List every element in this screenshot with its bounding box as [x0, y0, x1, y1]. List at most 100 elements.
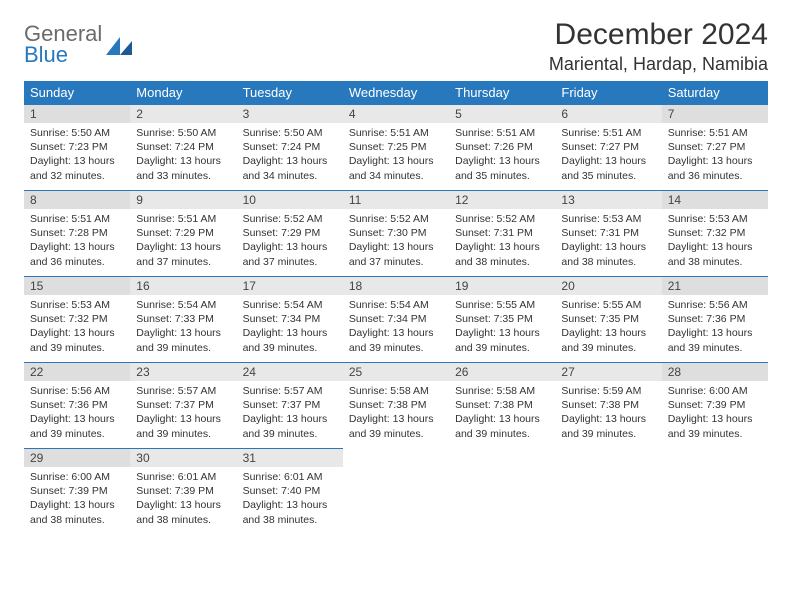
day-number: 30 [130, 449, 236, 467]
day-details: Sunrise: 5:51 AMSunset: 7:25 PMDaylight:… [343, 123, 449, 189]
day-details: Sunrise: 5:57 AMSunset: 7:37 PMDaylight:… [237, 381, 343, 447]
day-header: Friday [555, 81, 661, 105]
day-cell: 5Sunrise: 5:51 AMSunset: 7:26 PMDaylight… [449, 105, 555, 191]
day-details: Sunrise: 5:54 AMSunset: 7:34 PMDaylight:… [343, 295, 449, 361]
day-number: 9 [130, 191, 236, 209]
day-details: Sunrise: 5:58 AMSunset: 7:38 PMDaylight:… [343, 381, 449, 447]
day-number: 15 [24, 277, 130, 295]
day-header: Thursday [449, 81, 555, 105]
day-details: Sunrise: 5:52 AMSunset: 7:29 PMDaylight:… [237, 209, 343, 275]
day-number: 8 [24, 191, 130, 209]
day-number: 24 [237, 363, 343, 381]
day-cell: 13Sunrise: 5:53 AMSunset: 7:31 PMDayligh… [555, 191, 661, 277]
day-cell: 17Sunrise: 5:54 AMSunset: 7:34 PMDayligh… [237, 277, 343, 363]
day-details: Sunrise: 6:00 AMSunset: 7:39 PMDaylight:… [24, 467, 130, 533]
day-number: 22 [24, 363, 130, 381]
day-cell: 11Sunrise: 5:52 AMSunset: 7:30 PMDayligh… [343, 191, 449, 277]
day-cell: 27Sunrise: 5:59 AMSunset: 7:38 PMDayligh… [555, 363, 661, 449]
day-cell: 8Sunrise: 5:51 AMSunset: 7:28 PMDaylight… [24, 191, 130, 277]
day-details: Sunrise: 5:51 AMSunset: 7:28 PMDaylight:… [24, 209, 130, 275]
day-number: 5 [449, 105, 555, 123]
title-block: December 2024 Mariental, Hardap, Namibia [549, 18, 768, 75]
day-cell: 4Sunrise: 5:51 AMSunset: 7:25 PMDaylight… [343, 105, 449, 191]
day-number: 2 [130, 105, 236, 123]
day-details: Sunrise: 5:59 AMSunset: 7:38 PMDaylight:… [555, 381, 661, 447]
day-details: Sunrise: 5:57 AMSunset: 7:37 PMDaylight:… [130, 381, 236, 447]
day-cell [662, 449, 768, 535]
day-number: 10 [237, 191, 343, 209]
day-number: 23 [130, 363, 236, 381]
day-cell: 14Sunrise: 5:53 AMSunset: 7:32 PMDayligh… [662, 191, 768, 277]
calendar-table: SundayMondayTuesdayWednesdayThursdayFrid… [24, 81, 768, 535]
day-details: Sunrise: 5:51 AMSunset: 7:29 PMDaylight:… [130, 209, 236, 275]
day-cell: 31Sunrise: 6:01 AMSunset: 7:40 PMDayligh… [237, 449, 343, 535]
day-header-row: SundayMondayTuesdayWednesdayThursdayFrid… [24, 81, 768, 105]
day-cell: 10Sunrise: 5:52 AMSunset: 7:29 PMDayligh… [237, 191, 343, 277]
day-number: 12 [449, 191, 555, 209]
day-details: Sunrise: 5:50 AMSunset: 7:24 PMDaylight:… [237, 123, 343, 189]
day-cell: 24Sunrise: 5:57 AMSunset: 7:37 PMDayligh… [237, 363, 343, 449]
day-details: Sunrise: 5:54 AMSunset: 7:34 PMDaylight:… [237, 295, 343, 361]
day-number: 31 [237, 449, 343, 467]
day-details: Sunrise: 5:53 AMSunset: 7:32 PMDaylight:… [662, 209, 768, 275]
day-details: Sunrise: 5:55 AMSunset: 7:35 PMDaylight:… [555, 295, 661, 361]
day-cell: 6Sunrise: 5:51 AMSunset: 7:27 PMDaylight… [555, 105, 661, 191]
week-row: 22Sunrise: 5:56 AMSunset: 7:36 PMDayligh… [24, 363, 768, 449]
day-details: Sunrise: 5:55 AMSunset: 7:35 PMDaylight:… [449, 295, 555, 361]
day-number: 27 [555, 363, 661, 381]
week-row: 15Sunrise: 5:53 AMSunset: 7:32 PMDayligh… [24, 277, 768, 363]
day-details: Sunrise: 5:52 AMSunset: 7:30 PMDaylight:… [343, 209, 449, 275]
logo: General Blue [24, 18, 132, 66]
day-header: Wednesday [343, 81, 449, 105]
day-cell: 18Sunrise: 5:54 AMSunset: 7:34 PMDayligh… [343, 277, 449, 363]
day-header: Monday [130, 81, 236, 105]
day-number: 18 [343, 277, 449, 295]
day-details: Sunrise: 5:56 AMSunset: 7:36 PMDaylight:… [24, 381, 130, 447]
day-cell [449, 449, 555, 535]
day-cell: 19Sunrise: 5:55 AMSunset: 7:35 PMDayligh… [449, 277, 555, 363]
day-details: Sunrise: 5:56 AMSunset: 7:36 PMDaylight:… [662, 295, 768, 361]
day-number: 26 [449, 363, 555, 381]
day-number: 3 [237, 105, 343, 123]
day-details: Sunrise: 5:51 AMSunset: 7:27 PMDaylight:… [662, 123, 768, 189]
day-number: 28 [662, 363, 768, 381]
day-cell: 22Sunrise: 5:56 AMSunset: 7:36 PMDayligh… [24, 363, 130, 449]
day-cell [343, 449, 449, 535]
day-details: Sunrise: 5:58 AMSunset: 7:38 PMDaylight:… [449, 381, 555, 447]
day-cell [555, 449, 661, 535]
day-details: Sunrise: 5:50 AMSunset: 7:23 PMDaylight:… [24, 123, 130, 189]
week-row: 29Sunrise: 6:00 AMSunset: 7:39 PMDayligh… [24, 449, 768, 535]
day-header: Sunday [24, 81, 130, 105]
header: General Blue December 2024 Mariental, Ha… [24, 18, 768, 75]
logo-text: General Blue [24, 24, 102, 66]
day-cell: 20Sunrise: 5:55 AMSunset: 7:35 PMDayligh… [555, 277, 661, 363]
day-header: Tuesday [237, 81, 343, 105]
logo-mark-icon [106, 35, 132, 55]
day-number: 11 [343, 191, 449, 209]
day-cell: 23Sunrise: 5:57 AMSunset: 7:37 PMDayligh… [130, 363, 236, 449]
calendar-body: 1Sunrise: 5:50 AMSunset: 7:23 PMDaylight… [24, 105, 768, 535]
day-number: 19 [449, 277, 555, 295]
day-cell: 1Sunrise: 5:50 AMSunset: 7:23 PMDaylight… [24, 105, 130, 191]
day-cell: 12Sunrise: 5:52 AMSunset: 7:31 PMDayligh… [449, 191, 555, 277]
day-cell: 2Sunrise: 5:50 AMSunset: 7:24 PMDaylight… [130, 105, 236, 191]
day-cell: 29Sunrise: 6:00 AMSunset: 7:39 PMDayligh… [24, 449, 130, 535]
day-number: 1 [24, 105, 130, 123]
day-details: Sunrise: 5:51 AMSunset: 7:26 PMDaylight:… [449, 123, 555, 189]
day-cell: 9Sunrise: 5:51 AMSunset: 7:29 PMDaylight… [130, 191, 236, 277]
day-details: Sunrise: 6:01 AMSunset: 7:40 PMDaylight:… [237, 467, 343, 533]
day-cell: 16Sunrise: 5:54 AMSunset: 7:33 PMDayligh… [130, 277, 236, 363]
day-number: 4 [343, 105, 449, 123]
day-details: Sunrise: 5:53 AMSunset: 7:31 PMDaylight:… [555, 209, 661, 275]
day-details: Sunrise: 6:00 AMSunset: 7:39 PMDaylight:… [662, 381, 768, 447]
day-cell: 25Sunrise: 5:58 AMSunset: 7:38 PMDayligh… [343, 363, 449, 449]
logo-word-blue: Blue [24, 45, 102, 66]
day-details: Sunrise: 5:50 AMSunset: 7:24 PMDaylight:… [130, 123, 236, 189]
day-details: Sunrise: 5:53 AMSunset: 7:32 PMDaylight:… [24, 295, 130, 361]
location: Mariental, Hardap, Namibia [549, 54, 768, 75]
day-details: Sunrise: 5:51 AMSunset: 7:27 PMDaylight:… [555, 123, 661, 189]
day-number: 17 [237, 277, 343, 295]
day-cell: 26Sunrise: 5:58 AMSunset: 7:38 PMDayligh… [449, 363, 555, 449]
day-details: Sunrise: 5:54 AMSunset: 7:33 PMDaylight:… [130, 295, 236, 361]
day-number: 14 [662, 191, 768, 209]
